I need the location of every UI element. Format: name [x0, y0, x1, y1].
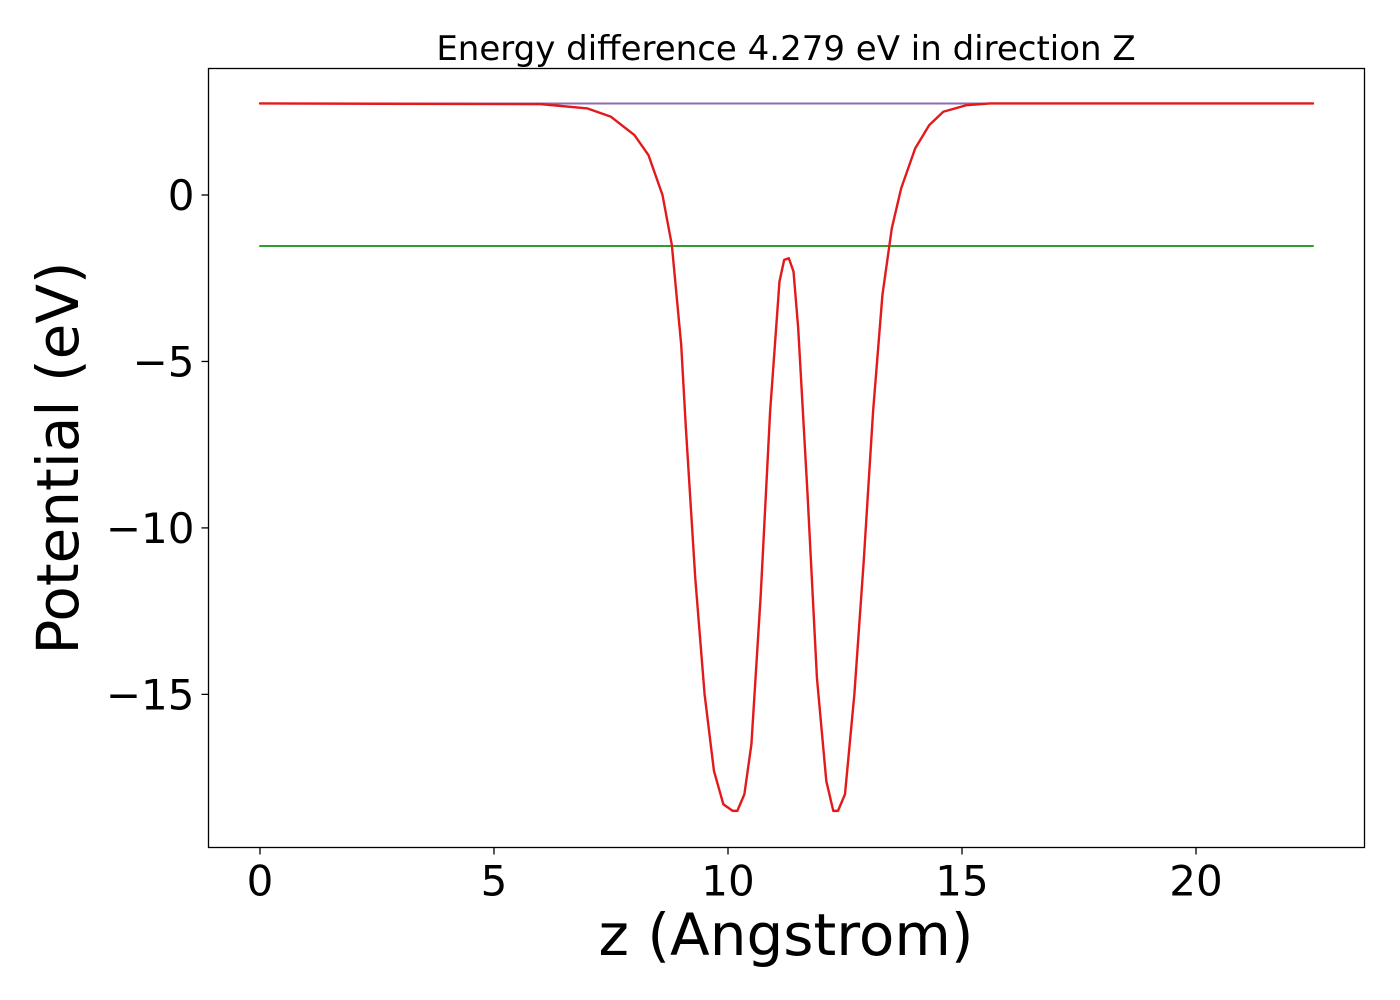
series-line-4: [258, 102, 1315, 813]
y-tick-label: −15: [106, 670, 195, 719]
x-axis-label: z (Angstrom): [599, 901, 974, 969]
x-tick-label: 0: [247, 857, 274, 906]
y-tick-label: −5: [133, 337, 195, 386]
ticks-layer: 0 5 10 15 20 0 −5 −10 −15: [106, 171, 1223, 905]
x-tick-label: 20: [1169, 857, 1222, 906]
y-tick-label: −10: [106, 504, 195, 553]
x-tick-label: 5: [481, 857, 508, 906]
plot-frame: [207, 67, 1366, 849]
x-tick-label: 10: [701, 857, 754, 906]
x-tick-label: 15: [935, 857, 988, 906]
y-tick-label: 0: [168, 171, 195, 220]
chart-title: Energy difference 4.279 eV in direction …: [436, 29, 1135, 69]
y-axis-label: Potential (eV): [24, 261, 92, 654]
series-layer: [258, 102, 1315, 813]
